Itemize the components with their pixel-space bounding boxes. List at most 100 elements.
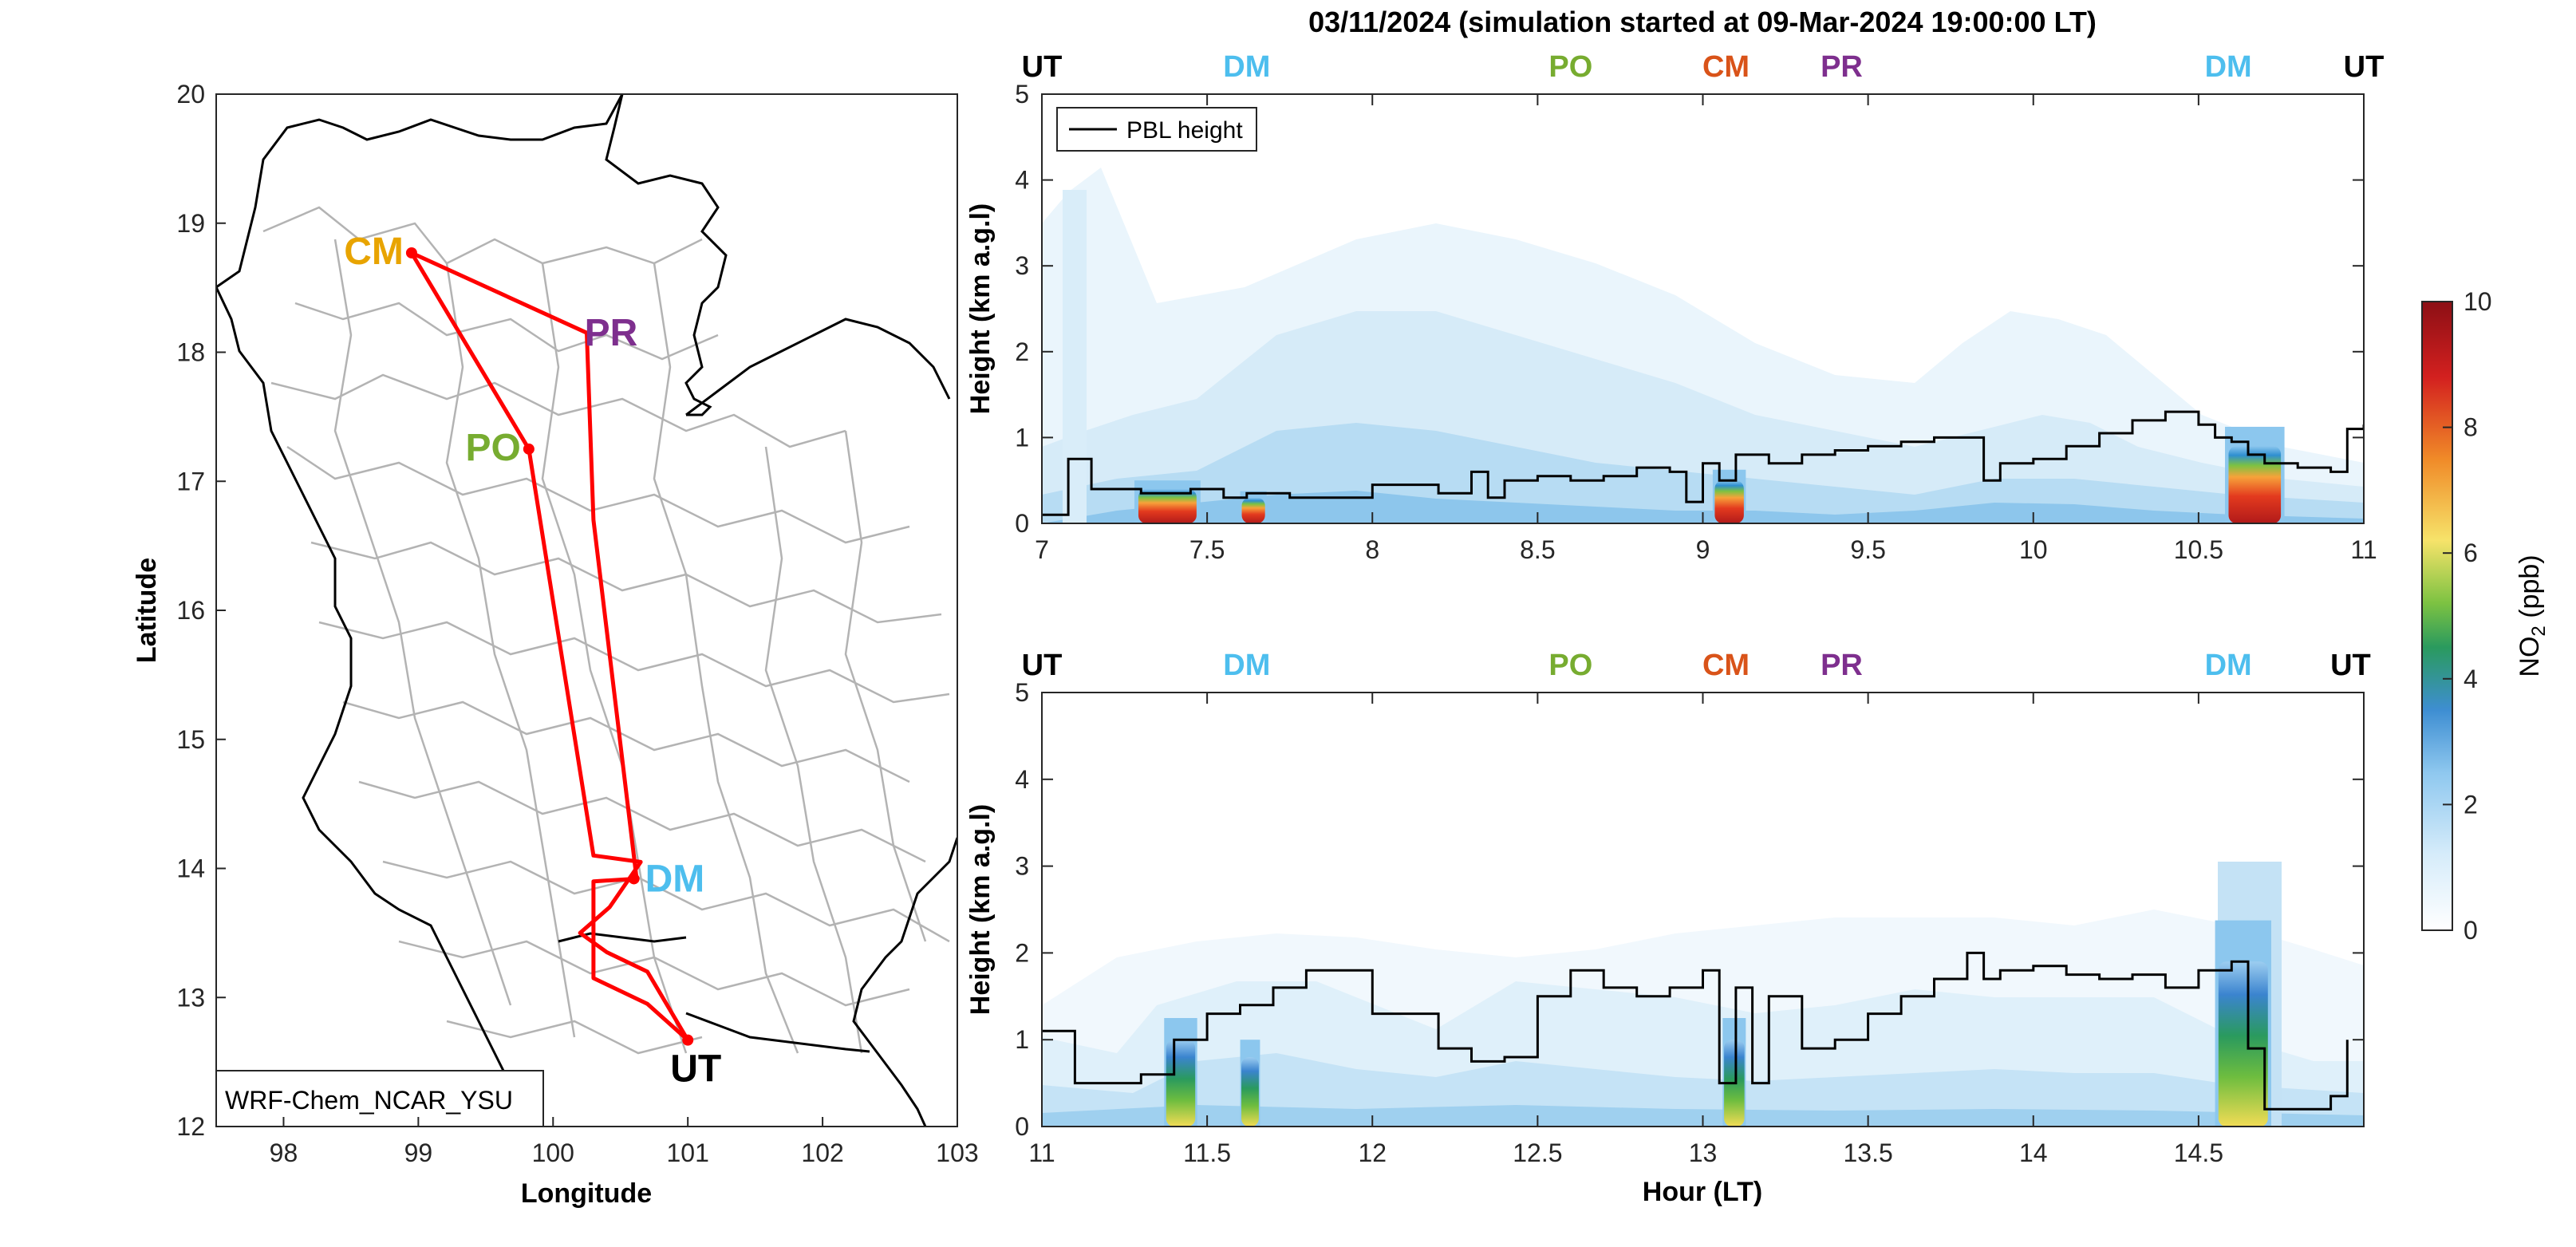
xtick-label: 10.5 xyxy=(2174,535,2223,564)
country-border xyxy=(216,94,957,1127)
colorbar-label-unit: (ppb) xyxy=(2515,554,2545,625)
xtick-label: 12.5 xyxy=(1513,1138,1562,1167)
ytick-label: 1 xyxy=(1015,1025,1029,1054)
ytick-label: 2 xyxy=(1015,337,1029,366)
model-label: WRF-Chem_NCAR_YSU xyxy=(225,1086,513,1115)
panel-top-site-labels: UT DM PO CM PR DM UT xyxy=(1022,50,2385,84)
colorbar-tick-label: 4 xyxy=(2464,665,2478,693)
xtick-label: 14 xyxy=(2019,1138,2048,1167)
xtick-label: 14.5 xyxy=(2174,1138,2223,1167)
panel-bottom-site-labels: UT DM PO CM PR DM UT xyxy=(1022,649,2371,682)
no2-hotspot xyxy=(1166,1040,1196,1127)
no2-hotspot xyxy=(1714,480,1744,523)
panel-top-y-ticks: 0 1 2 3 4 5 xyxy=(1015,80,2364,538)
ytick-label: 4 xyxy=(1015,166,1029,195)
site-label-ut: UT xyxy=(1022,50,1063,84)
map-xtick-label: 103 xyxy=(936,1138,978,1167)
model-label-box xyxy=(215,1070,544,1127)
map-xtick-label: 102 xyxy=(801,1138,843,1167)
curtain-panel-top: 7 7.5 8 8.5 9 9.5 10 10.5 11 0 1 2 3 4 5 UT DM PO CM PR DM… xyxy=(965,50,2384,564)
panel-bottom-no2-field xyxy=(1042,862,2364,1127)
panel-bottom-xlabel: Hour (LT) xyxy=(1643,1177,1762,1207)
flight-track xyxy=(409,251,690,1042)
colorbar-tick-label: 8 xyxy=(2464,413,2478,442)
map-ytick-label: 20 xyxy=(176,80,205,109)
map-ylabel: Latitude xyxy=(132,558,162,663)
map-ytick-label: 17 xyxy=(176,467,205,495)
xtick-label: 8.5 xyxy=(1520,535,1555,564)
site-label-dm: DM xyxy=(2205,649,2252,682)
station-label-pr: PR xyxy=(585,312,638,354)
colorbar-tick-label: 0 xyxy=(2464,916,2478,945)
map-ytick-label: 13 xyxy=(176,983,205,1012)
no2-hotspot xyxy=(1241,1056,1259,1127)
site-label-cm: CM xyxy=(1702,50,1750,84)
site-label-ut: UT xyxy=(1022,649,1063,682)
panel-bottom-y-ticks: 0 1 2 3 4 5 xyxy=(1015,678,2364,1141)
map-ytick-label: 14 xyxy=(176,854,205,883)
pbl-line-bottom xyxy=(1042,951,2349,1111)
xtick-label: 10 xyxy=(2019,535,2048,564)
xtick-label: 13.5 xyxy=(1843,1138,1892,1167)
station-marker-ut xyxy=(682,1034,694,1046)
site-label-dm: DM xyxy=(1223,50,1270,84)
figure-title: 03/11/2024 (simulation started at 09-Mar… xyxy=(1308,6,2097,38)
province-boundaries xyxy=(262,206,950,1055)
map-xtick-label: 98 xyxy=(270,1138,298,1167)
map-y-ticks: 12 13 14 15 16 17 18 19 20 xyxy=(176,80,226,1141)
station-label-ut: UT xyxy=(670,1048,721,1091)
map-ytick-label: 16 xyxy=(176,596,205,625)
colorbar-gradient xyxy=(2421,301,2453,931)
xtick-label: 11.5 xyxy=(1183,1138,1231,1167)
pbl-legend: PBL height xyxy=(1056,107,1257,152)
xtick-label: 12 xyxy=(1358,1138,1387,1167)
xtick-label: 11 xyxy=(1028,1138,1055,1167)
map-x-ticks: 98 99 100 101 102 103 xyxy=(270,1117,979,1167)
site-label-pr: PR xyxy=(1821,50,1863,84)
no2-haze-inner-b xyxy=(1042,1053,2364,1127)
xtick-label: 11 xyxy=(2350,535,2377,564)
map-ytick-label: 19 xyxy=(176,209,205,238)
station-markers: CM PR PO DM UT xyxy=(344,231,721,1091)
colorbar-tick-label: 10 xyxy=(2464,287,2492,316)
colorbar-label-main: NO xyxy=(2515,637,2545,677)
station-label-cm: CM xyxy=(344,231,404,273)
no2-hotspot xyxy=(1138,488,1197,523)
site-label-ut: UT xyxy=(2330,649,2371,682)
colorbar-tick-label: 6 xyxy=(2464,539,2478,567)
xtick-label: 7.5 xyxy=(1189,535,1225,564)
no2-hotspot xyxy=(2228,446,2282,523)
site-label-dm: DM xyxy=(1223,649,1270,682)
ytick-label: 0 xyxy=(1015,509,1029,538)
site-label-cm: CM xyxy=(1702,649,1750,682)
colorbar-label-sub: 2 xyxy=(2528,625,2550,636)
xtick-label: 13 xyxy=(1689,1138,1718,1167)
ytick-label: 4 xyxy=(1015,765,1029,794)
ytick-label: 5 xyxy=(1015,80,1029,109)
station-marker-dm xyxy=(628,873,640,885)
xtick-label: 7 xyxy=(1035,535,1049,564)
map-xtick-label: 100 xyxy=(532,1138,574,1167)
map-panel: CM PR PO DM UT WRF-Chem_NCAR_YSU 98 99 100 101 1… xyxy=(132,80,979,1209)
ytick-label: 0 xyxy=(1015,1112,1029,1141)
site-label-ut: UT xyxy=(2344,50,2385,84)
site-label-po: PO xyxy=(1548,50,1592,84)
colorbar-tick-label: 2 xyxy=(2464,790,2478,819)
ytick-label: 5 xyxy=(1015,678,1029,707)
pbl-line-top xyxy=(1042,410,2364,516)
station-marker-po xyxy=(523,443,535,455)
panel-top-ylabel: Height (km a.g.l) xyxy=(965,203,996,414)
xtick-label: 9 xyxy=(1696,535,1710,564)
ytick-label: 1 xyxy=(1015,423,1029,452)
map-xlabel: Longitude xyxy=(521,1178,652,1209)
colorbar-ticks: 0 2 4 6 8 10 xyxy=(2443,287,2492,945)
ytick-label: 3 xyxy=(1015,251,1029,280)
panel-bottom-x-ticks: 11 11.5 12 12.5 13 13.5 14 14.5 xyxy=(1028,693,2223,1167)
map-ytick-label: 15 xyxy=(176,725,205,754)
xtick-label: 8 xyxy=(1365,535,1379,564)
no2-hotspots-top xyxy=(1134,426,2285,523)
station-marker-cm xyxy=(405,247,417,258)
map-ytick-label: 18 xyxy=(176,338,205,367)
